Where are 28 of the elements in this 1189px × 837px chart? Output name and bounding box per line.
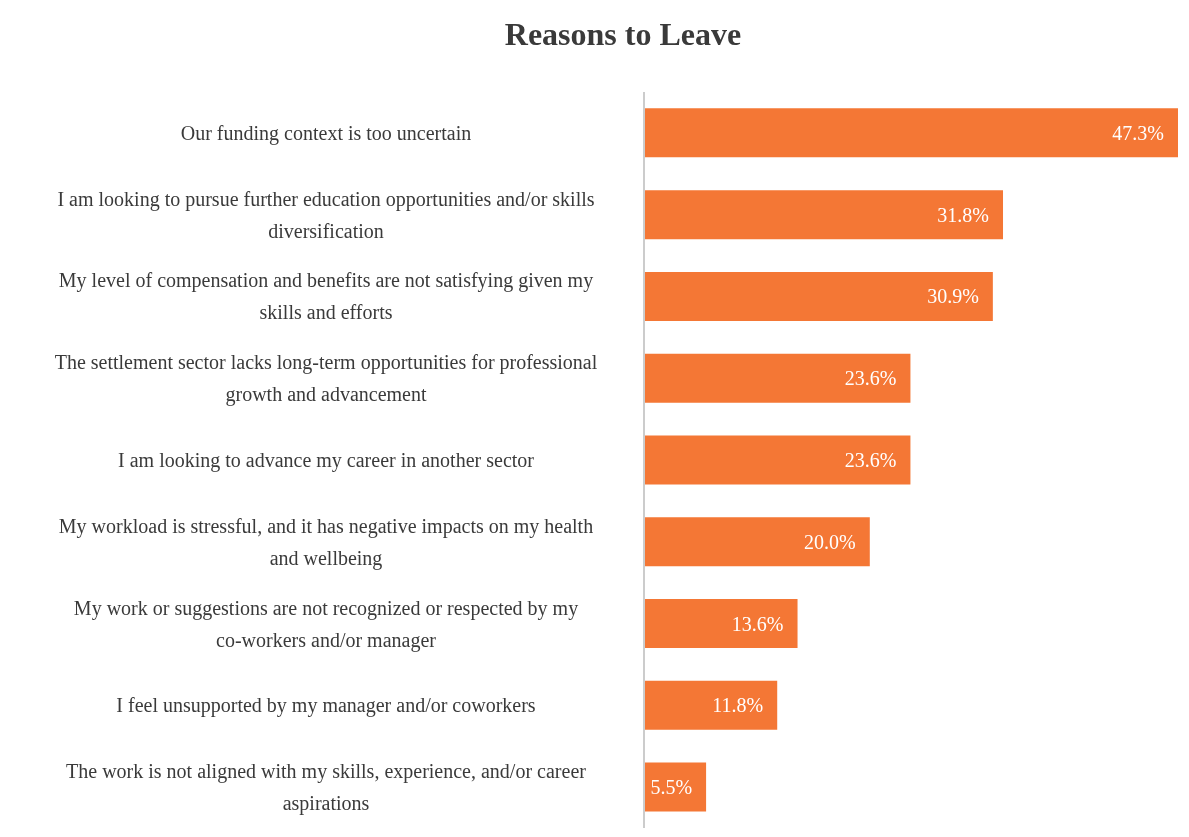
- bar: [644, 762, 707, 812]
- data-label: 20.0%: [804, 530, 856, 553]
- y-tick-label: The settlement sector lacks long-term opportunities for professional growth and advancement: [54, 351, 598, 407]
- bar: [644, 435, 911, 485]
- data-label: 11.8%: [712, 694, 764, 717]
- data-label: 47.3%: [1112, 121, 1164, 144]
- bar: [644, 271, 993, 321]
- data-label: 31.8%: [937, 203, 990, 226]
- data-label: 23.6%: [844, 367, 897, 390]
- data-label: 5.5%: [650, 776, 693, 799]
- y-tick-label: I am looking to advance my career in another sector: [118, 449, 535, 472]
- bar: [644, 190, 1004, 240]
- chart-title: Reasons to Leave: [503, 16, 743, 53]
- data-label: 30.9%: [927, 285, 979, 308]
- y-tick-label: The work is not aligned with my skills, experience, and/or career aspirations: [66, 760, 587, 816]
- bar: [644, 599, 798, 649]
- y-tick-label: My level of compensation and benefits are not satisfying given my skills and efforts: [58, 269, 594, 324]
- bar: [644, 353, 911, 403]
- data-label: 13.6%: [731, 612, 784, 635]
- y-tick-label: I feel unsupported by my manager and/or coworkers: [116, 694, 536, 718]
- y-tick-label: My workload is stressful, and it has negative impacts on my health and wellbeing: [58, 514, 594, 570]
- y-tick-label: I am looking to pursue further education opportunities and/or skills diversification: [57, 187, 595, 242]
- y-tick-label: Our funding context is too uncertain: [180, 121, 472, 145]
- y-tick-label: My work or suggestions are not recognized or respected by my co-workers and/or manager: [73, 596, 579, 652]
- bar: [644, 517, 870, 567]
- bar: [644, 680, 778, 730]
- bar: [644, 108, 1178, 158]
- data-label: 23.6%: [844, 448, 897, 471]
